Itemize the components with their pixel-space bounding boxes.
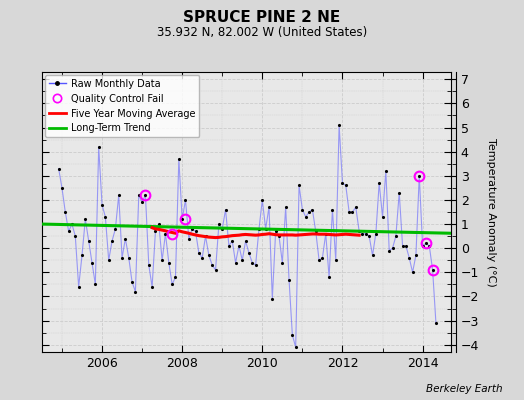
Text: 35.932 N, 82.002 W (United States): 35.932 N, 82.002 W (United States) bbox=[157, 26, 367, 39]
Legend: Raw Monthly Data, Quality Control Fail, Five Year Moving Average, Long-Term Tren: Raw Monthly Data, Quality Control Fail, … bbox=[45, 75, 200, 137]
Y-axis label: Temperature Anomaly (°C): Temperature Anomaly (°C) bbox=[486, 138, 496, 286]
Text: Berkeley Earth: Berkeley Earth bbox=[427, 384, 503, 394]
Text: SPRUCE PINE 2 NE: SPRUCE PINE 2 NE bbox=[183, 10, 341, 25]
